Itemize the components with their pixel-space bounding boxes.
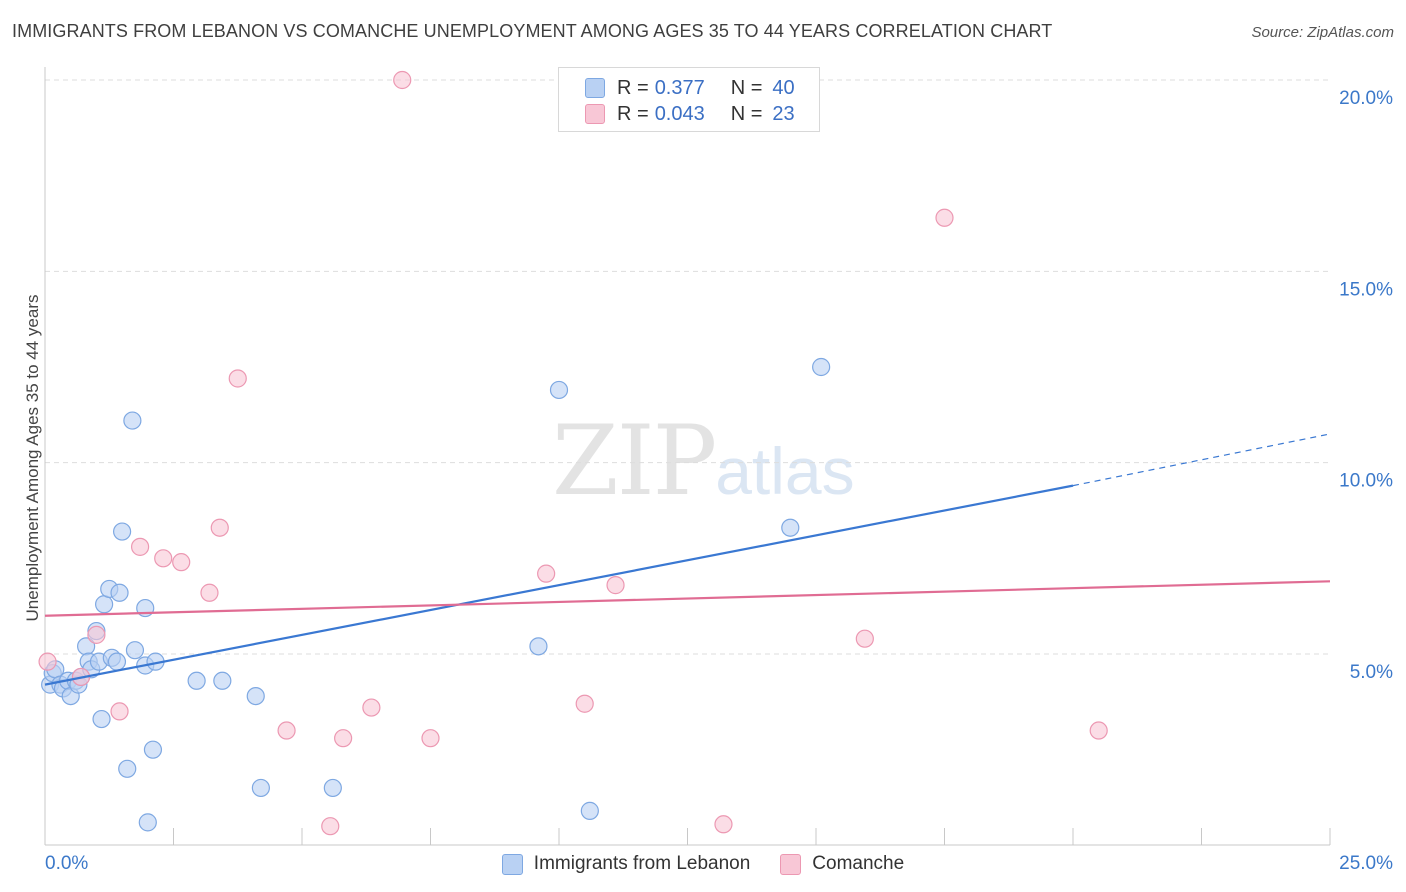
- point-lebanon: [125, 641, 145, 660]
- point-comanche: [87, 625, 106, 644]
- point-comanche: [855, 629, 874, 648]
- point-lebanon: [112, 522, 132, 541]
- correlation-legend: R = 0.377 N = 40 R = 0.043 N = 23: [558, 67, 820, 132]
- point-lebanon: [812, 357, 831, 377]
- point-lebanon: [529, 637, 548, 656]
- legend-item-lebanon: Immigrants from Lebanon: [501, 851, 751, 877]
- legend-row-lebanon: R = 0.377 N = 40: [585, 76, 795, 100]
- n-value: 40: [772, 76, 795, 99]
- point-lebanon: [246, 686, 265, 706]
- point-comanche: [334, 729, 353, 748]
- point-comanche: [421, 729, 440, 748]
- n-value: 23: [772, 102, 795, 125]
- y-axis-label: Unemployment Among Ages 35 to 44 years: [23, 294, 42, 622]
- r-value: 0.043: [654, 102, 705, 125]
- point-comanche: [110, 702, 129, 721]
- point-comanche: [575, 694, 594, 713]
- point-comanche: [393, 70, 412, 90]
- y-tick-label: 15.0%: [1339, 279, 1393, 300]
- point-comanche: [935, 208, 954, 227]
- r-label: R =: [617, 102, 649, 125]
- point-comanche: [200, 583, 219, 602]
- point-lebanon: [213, 671, 232, 690]
- legend-label-comanche: Comanche: [812, 853, 905, 874]
- legend-swatch-blue: [585, 78, 605, 98]
- point-comanche: [210, 518, 229, 537]
- x-tick-label: 0.0%: [45, 853, 88, 874]
- n-label: N =: [730, 102, 763, 125]
- legend-swatch-blue: [501, 853, 523, 875]
- x-tick-label: 25.0%: [1339, 853, 1393, 874]
- point-comanche: [38, 652, 57, 671]
- watermark-atlas: atlas: [715, 434, 855, 508]
- legend-swatch-pink: [585, 104, 605, 124]
- point-comanche: [130, 537, 150, 556]
- point-lebanon: [323, 778, 342, 798]
- legend-item-comanche: Comanche: [780, 851, 904, 877]
- point-comanche: [1089, 721, 1108, 740]
- source-credit: Source: ZipAtlas.com: [1251, 24, 1394, 41]
- legend-label-lebanon: Immigrants from Lebanon: [533, 853, 751, 874]
- legend-row-comanche: R = 0.043 N = 23: [585, 102, 795, 126]
- point-comanche: [154, 549, 173, 568]
- point-lebanon: [251, 778, 270, 798]
- point-lebanon: [118, 759, 137, 778]
- watermark-zip: ZIP: [552, 405, 717, 517]
- point-comanche: [228, 369, 247, 388]
- y-tick-label: 10.0%: [1339, 471, 1393, 492]
- trend-line-lebanon: [44, 484, 1074, 686]
- point-lebanon: [123, 411, 142, 430]
- watermark: ZIPatlas: [552, 405, 855, 517]
- point-comanche: [537, 564, 556, 583]
- point-lebanon: [95, 595, 114, 614]
- point-comanche: [606, 576, 625, 595]
- point-comanche: [321, 817, 340, 836]
- r-value: 0.377: [654, 76, 705, 99]
- point-lebanon: [138, 813, 157, 832]
- point-lebanon: [187, 671, 206, 690]
- n-label: N =: [730, 76, 763, 99]
- point-lebanon: [549, 380, 569, 400]
- legend-swatch-pink: [780, 853, 802, 875]
- y-tick-label: 5.0%: [1350, 662, 1393, 683]
- point-lebanon: [781, 518, 800, 537]
- trend-extension-lebanon: [1072, 433, 1331, 487]
- y-tick-label: 20.0%: [1339, 88, 1393, 109]
- chart-title: IMMIGRANTS FROM LEBANON VS COMANCHE UNEM…: [12, 21, 1053, 41]
- point-comanche: [172, 553, 191, 572]
- point-lebanon: [143, 740, 163, 759]
- r-label: R =: [617, 76, 649, 99]
- point-lebanon: [580, 801, 599, 820]
- point-comanche: [714, 815, 733, 834]
- point-lebanon: [110, 583, 129, 602]
- series-legend: Immigrants from Lebanon Comanche: [0, 851, 1406, 877]
- trend-line-comanche: [44, 580, 1331, 617]
- point-lebanon: [92, 709, 111, 729]
- point-lebanon: [107, 652, 127, 671]
- point-comanche: [362, 698, 381, 717]
- point-comanche: [277, 721, 296, 740]
